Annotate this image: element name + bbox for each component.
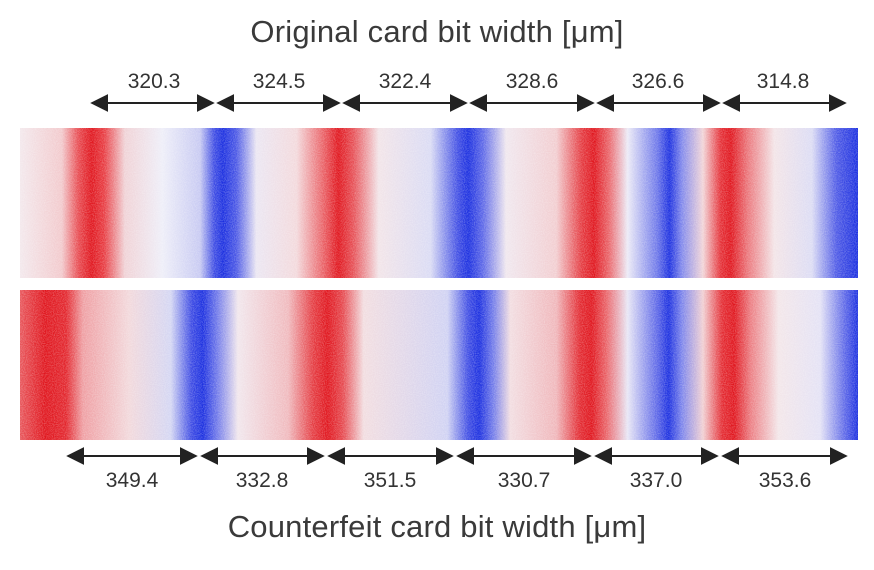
counterfeit-bit-width-5: 337.0: [629, 469, 683, 492]
counterfeit-card-magnetic-image: [20, 290, 858, 440]
original-bit-width-6: 314.8: [756, 70, 810, 93]
original-bit-width-3: 322.4: [378, 70, 432, 93]
counterfeit-bit-width-4: 330.7: [497, 469, 551, 492]
original-bit-width-5: 326.6: [631, 70, 685, 93]
original-bit-width-4: 328.6: [505, 70, 559, 93]
original-bit-width-2: 324.5: [252, 70, 306, 93]
counterfeit-bit-width-1: 349.4: [105, 469, 159, 492]
counterfeit-card-title: Counterfeit card bit width [μm]: [227, 509, 647, 544]
counterfeit-bit-width-6: 353.6: [758, 469, 812, 492]
original-bit-width-1: 320.3: [127, 70, 181, 93]
original-card-title: Original card bit width [μm]: [250, 14, 624, 49]
original-card-magnetic-image: [20, 128, 858, 278]
counterfeit-bit-width-2: 332.8: [235, 469, 289, 492]
counterfeit-bit-width-3: 351.5: [363, 469, 417, 492]
